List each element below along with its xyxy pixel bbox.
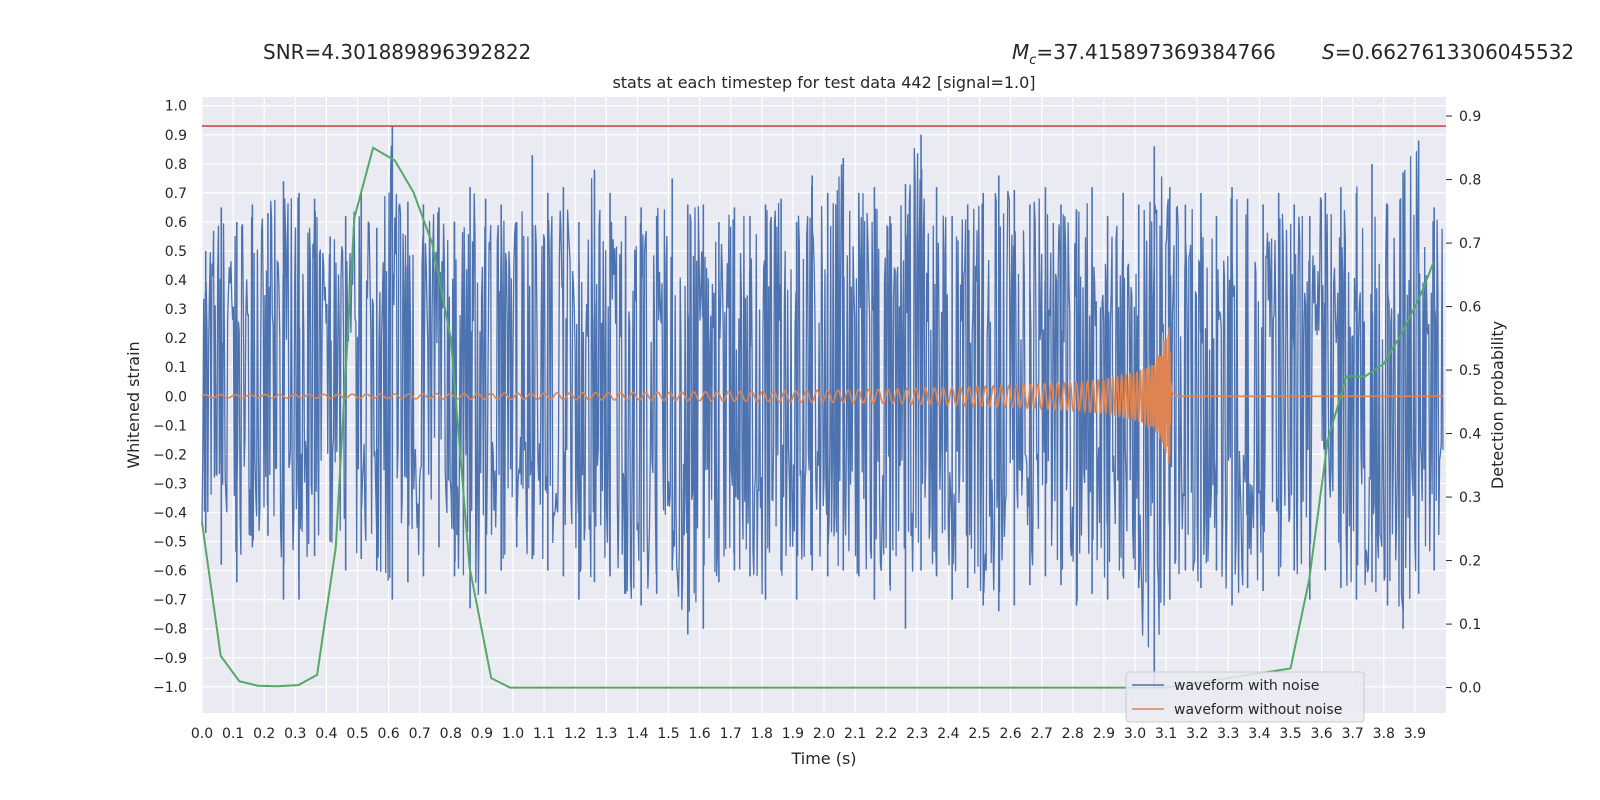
y-tick-label: 0.5 bbox=[165, 244, 187, 260]
x-tick-label: 1.9 bbox=[782, 726, 804, 742]
x-tick-label: 3.8 bbox=[1373, 726, 1395, 742]
snr-readout: SNR=4.301889896392822 bbox=[263, 40, 532, 64]
y-tick-label: 0.6 bbox=[165, 215, 187, 231]
x-tick-label: 2.4 bbox=[937, 726, 959, 742]
y2-tick-label: 0.8 bbox=[1459, 173, 1481, 189]
x-tick-label: 3.9 bbox=[1404, 726, 1426, 742]
y-tick-label: −1.0 bbox=[153, 680, 187, 696]
x-tick-label: 2.2 bbox=[875, 726, 897, 742]
y-tick-label: −0.9 bbox=[153, 651, 187, 667]
y2-axis-label: Detection probability bbox=[1488, 321, 1507, 489]
x-tick-label: 1.7 bbox=[720, 726, 742, 742]
y2-tick-label: 0.3 bbox=[1459, 490, 1481, 506]
spin-value: =0.6627613306045532 bbox=[1334, 40, 1575, 64]
x-tick-label: 0.7 bbox=[409, 726, 431, 742]
x-tick-label: 1.6 bbox=[688, 726, 710, 742]
y-tick-label: 0.9 bbox=[165, 128, 187, 144]
x-tick-label: 1.1 bbox=[533, 726, 555, 742]
chirp-mass-symbol: M bbox=[1012, 40, 1030, 64]
x-tick-label: 2.7 bbox=[1031, 726, 1053, 742]
x-tick-label: 1.8 bbox=[751, 726, 773, 742]
x-tick-label: 1.5 bbox=[657, 726, 679, 742]
y2-tick-label: 0.2 bbox=[1459, 554, 1481, 570]
x-tick-label: 1.4 bbox=[626, 726, 648, 742]
x-tick-label: 3.7 bbox=[1342, 726, 1364, 742]
spin-readout: S=0.6627613306045532 bbox=[1322, 40, 1574, 64]
y-tick-label: −0.4 bbox=[153, 506, 187, 522]
chirp-mass-readout: Mc=37.415897369384766 bbox=[1012, 40, 1276, 68]
x-tick-label: 3.6 bbox=[1310, 726, 1332, 742]
y-tick-label: 0.1 bbox=[165, 360, 187, 376]
chart-title: stats at each timestep for test data 442… bbox=[612, 73, 1035, 92]
x-tick-label: 0.1 bbox=[222, 726, 244, 742]
y2-tick-label: 0.4 bbox=[1459, 427, 1481, 443]
x-tick-label: 2.0 bbox=[813, 726, 835, 742]
y-tick-label: 1.0 bbox=[165, 99, 187, 115]
x-tick-label: 3.4 bbox=[1248, 726, 1270, 742]
y-axis-label: Whitened strain bbox=[124, 341, 143, 468]
x-tick-label: 0.4 bbox=[315, 726, 337, 742]
clean-trace bbox=[201, 327, 1443, 465]
x-tick-label: 0.5 bbox=[346, 726, 368, 742]
x-tick-label: 3.5 bbox=[1279, 726, 1301, 742]
y-tick-label: 0.0 bbox=[165, 389, 187, 405]
y-tick-label: −0.1 bbox=[153, 418, 187, 434]
y-tick-label: −0.6 bbox=[153, 564, 187, 580]
legend-frame bbox=[1125, 671, 1365, 723]
y2-tick-labels: 0.9 0.8 0.7 0.6 0.5 0.4 0.3 0.2 0.1 0.0 bbox=[1446, 109, 1481, 697]
x-tick-label: 1.2 bbox=[564, 726, 586, 742]
x-tick-label: 2.6 bbox=[999, 726, 1021, 742]
y2-tick-label: 0.7 bbox=[1459, 236, 1481, 252]
y2-tick-label: 0.9 bbox=[1459, 109, 1481, 125]
spin-symbol: S bbox=[1322, 40, 1335, 64]
x-tick-label: 0.2 bbox=[253, 726, 275, 742]
y-tick-label: −0.3 bbox=[153, 476, 187, 492]
y-tick-label: −0.7 bbox=[153, 593, 187, 609]
noise-trace bbox=[201, 145, 1444, 648]
x-tick-label: 2.5 bbox=[968, 726, 990, 742]
x-tick-labels: 0.0 0.1 0.2 0.3 0.4 0.5 0.6 0.7 0.8 0.9 1.0 1.1 1.2 1… bbox=[191, 726, 1426, 742]
x-tick-label: 0.3 bbox=[284, 726, 306, 742]
y2-tick-label: 0.1 bbox=[1459, 617, 1481, 633]
y-tick-label: 0.8 bbox=[165, 157, 187, 173]
probability-line bbox=[201, 146, 1435, 689]
legend-label-noise: waveform with noise bbox=[1174, 678, 1319, 694]
y2-tick-label: 0.6 bbox=[1459, 300, 1481, 316]
chirp-mass-value: =37.415897369384766 bbox=[1036, 40, 1276, 64]
x-axis-label: Time (s) bbox=[790, 749, 856, 768]
series-detection-probability bbox=[201, 146, 1435, 689]
y-tick-labels: 1.0 0.9 0.8 0.7 0.6 0.5 0.4 0.3 0.2 0.1 0.0 −0.1 −0.… bbox=[153, 99, 187, 696]
y-tick-label: −0.5 bbox=[153, 535, 187, 551]
x-tick-label: 2.8 bbox=[1062, 726, 1084, 742]
legend-label-clean: waveform without noise bbox=[1174, 702, 1342, 718]
x-tick-label: 3.2 bbox=[1186, 726, 1208, 742]
x-tick-label: 3.0 bbox=[1124, 726, 1146, 742]
y-tick-label: 0.2 bbox=[165, 331, 187, 347]
y-tick-label: −0.8 bbox=[153, 622, 187, 638]
legend: waveform with noise waveform without noi… bbox=[1125, 671, 1365, 723]
x-tick-label: 0.9 bbox=[471, 726, 493, 742]
y-tick-label: 0.7 bbox=[165, 186, 187, 202]
x-tick-label: 1.0 bbox=[502, 726, 524, 742]
chirp-mass-subscript: c bbox=[1029, 53, 1037, 68]
y-tick-label: −0.2 bbox=[153, 447, 187, 463]
x-tick-label: 0.6 bbox=[377, 726, 399, 742]
x-tick-label: 0.8 bbox=[440, 726, 462, 742]
x-tick-label: 0.0 bbox=[191, 726, 213, 742]
y-tick-label: 0.3 bbox=[165, 302, 187, 318]
y2-tick-label: 0.5 bbox=[1459, 363, 1481, 379]
x-tick-label: 2.3 bbox=[906, 726, 928, 742]
x-tick-label: 3.3 bbox=[1217, 726, 1239, 742]
x-tick-label: 2.9 bbox=[1093, 726, 1115, 742]
x-tick-label: 2.1 bbox=[844, 726, 866, 742]
series-waveform-without-noise bbox=[201, 327, 1443, 465]
series-waveform-with-noise bbox=[201, 126, 1444, 687]
x-tick-label: 1.3 bbox=[595, 726, 617, 742]
y-tick-label: 0.4 bbox=[165, 273, 187, 289]
y2-tick-label: 0.0 bbox=[1459, 681, 1481, 697]
x-tick-label: 3.1 bbox=[1155, 726, 1177, 742]
